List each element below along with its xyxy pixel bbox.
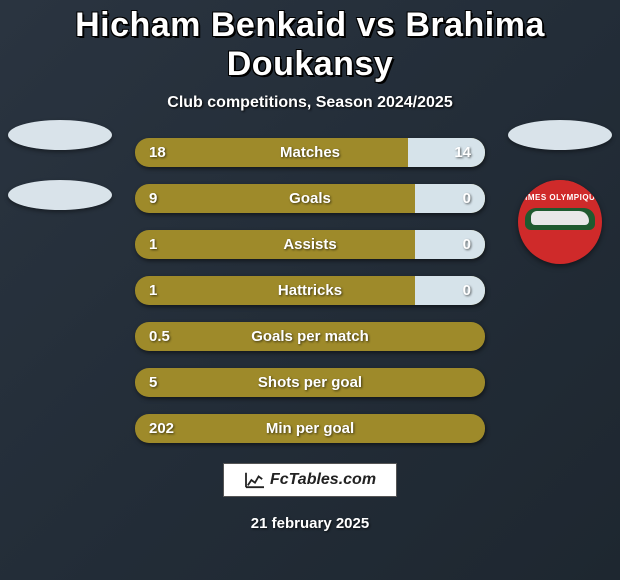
stat-left-value: 1: [149, 236, 209, 253]
source-badge[interactable]: FcTables.com: [223, 463, 397, 497]
chart-icon: [244, 471, 266, 489]
right-player-badges: NIMES OLYMPIQUE: [508, 120, 612, 264]
stat-left-value: 5: [149, 374, 209, 391]
stat-row: 1Assists0: [135, 230, 485, 259]
player-badge-placeholder: [508, 120, 612, 150]
stat-label: Min per goal: [209, 420, 411, 437]
stat-row: 202Min per goal: [135, 414, 485, 443]
club-crest-text: NIMES OLYMPIQUE: [518, 180, 602, 210]
stat-label: Shots per goal: [209, 374, 411, 391]
page-title: Hicham Benkaid vs Brahima Doukansy: [0, 6, 620, 84]
stat-label: Hattricks: [209, 282, 411, 299]
stat-right-value: 0: [411, 236, 471, 253]
stat-label: Goals per match: [209, 328, 411, 345]
club-badge-placeholder: [8, 180, 112, 210]
source-badge-label: FcTables.com: [270, 471, 376, 489]
stat-row: 18Matches14: [135, 138, 485, 167]
club-crest-field: [525, 208, 595, 230]
left-player-badges: [8, 120, 112, 210]
stat-right-value: 14: [411, 144, 471, 161]
club-crest: NIMES OLYMPIQUE: [518, 180, 602, 264]
stat-left-value: 18: [149, 144, 209, 161]
stat-right-value: 0: [411, 190, 471, 207]
player-badge-placeholder: [8, 120, 112, 150]
stat-label: Goals: [209, 190, 411, 207]
stat-right-value: 0: [411, 282, 471, 299]
stat-label: Assists: [209, 236, 411, 253]
stat-left-value: 1: [149, 282, 209, 299]
stat-label: Matches: [209, 144, 411, 161]
crocodile-icon: [531, 211, 589, 225]
stat-row: 0.5Goals per match: [135, 322, 485, 351]
stat-left-value: 0.5: [149, 328, 209, 345]
stat-row: 9Goals0: [135, 184, 485, 213]
subtitle: Club competitions, Season 2024/2025: [167, 94, 452, 112]
stat-row: 5Shots per goal: [135, 368, 485, 397]
stat-left-value: 202: [149, 420, 209, 437]
date-label: 21 february 2025: [251, 515, 369, 532]
stat-left-value: 9: [149, 190, 209, 207]
stat-row: 1Hattricks0: [135, 276, 485, 305]
